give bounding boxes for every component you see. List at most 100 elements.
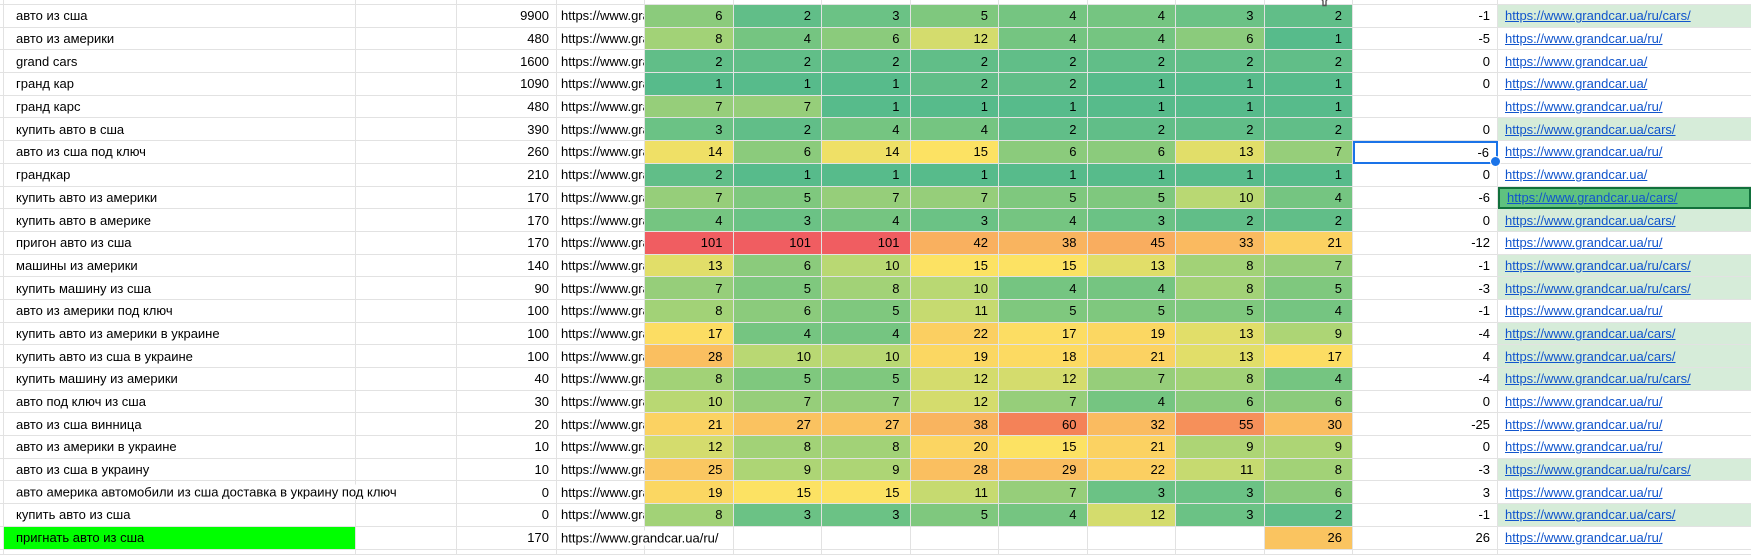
empty-cell[interactable] [356,95,457,119]
position-cell[interactable]: 7 [822,390,911,414]
volume-cell[interactable]: 480 [457,27,557,51]
url-cell[interactable]: https://www.grandcar.ua/ [1498,50,1751,74]
position-cell[interactable]: 3 [733,209,822,232]
position-cell[interactable]: 13 [1087,254,1176,278]
position-cell[interactable]: 2 [733,5,822,28]
position-cell[interactable]: 28 [910,458,999,482]
position-cell[interactable]: 7 [999,390,1088,414]
position-cell[interactable]: 15 [910,254,999,278]
position-cell[interactable]: 15 [733,481,822,505]
position-cell[interactable]: 55 [1176,413,1265,437]
empty-cell[interactable] [356,209,457,232]
delta-cell[interactable]: -4 [1353,368,1498,391]
position-cell[interactable]: 1 [999,163,1088,187]
position-cell[interactable]: 5 [822,299,911,323]
position-cell[interactable]: 7 [733,95,822,119]
keyword-cell[interactable]: пригнать авто из сша [4,526,356,550]
position-cell[interactable] [1176,0,1265,5]
source-url-cell[interactable]: https://www.grandcar.ua/ru/ [557,526,725,550]
url-cell[interactable]: https://www.grandcar.ua/ru/cars/ [1498,277,1751,300]
keyword-cell[interactable]: купить авто из америки в украине [4,322,356,346]
position-cell[interactable]: 26 [1264,526,1353,550]
position-cell[interactable]: 6 [1176,390,1265,414]
url-cell[interactable]: https://www.grandcar.ua/ [1498,73,1751,96]
result-url-link[interactable]: https://www.grandcar.ua/ru/cars/ [1505,257,1691,273]
source-url-cell[interactable]: https://www.gra [557,209,645,232]
url-cell[interactable] [1498,0,1751,5]
keyword-cell[interactable]: купить авто из сша [4,504,356,527]
empty-cell[interactable] [356,458,457,482]
position-cell[interactable]: 5 [999,186,1088,210]
position-cell[interactable]: 2 [733,118,822,142]
position-cell[interactable]: 10 [645,390,734,414]
position-cell[interactable]: 1 [733,163,822,187]
position-cell[interactable] [733,0,822,5]
source-url-cell[interactable]: https://www.gra [557,141,645,164]
position-cell[interactable]: 1 [1176,95,1265,119]
source-url-cell[interactable]: https://www.gra [557,368,645,391]
position-cell[interactable]: 2 [822,50,911,74]
url-cell[interactable]: https://www.grandcar.ua/ru/ [1498,141,1751,164]
selection-fill-handle[interactable] [1490,155,1501,167]
position-cell[interactable]: 4 [822,209,911,232]
position-cell[interactable]: 3 [822,5,911,28]
position-cell[interactable]: 9 [1264,322,1353,346]
url-cell[interactable] [1498,549,1751,555]
volume-cell[interactable]: 20 [457,413,557,437]
keyword-cell[interactable]: grand cars [4,50,356,74]
position-cell[interactable]: 4 [822,322,911,346]
empty-cell[interactable] [356,141,457,164]
volume-cell[interactable]: 170 [457,231,557,255]
empty-cell[interactable] [356,231,457,255]
position-cell[interactable]: 1 [1087,73,1176,96]
filter-icon[interactable] [1317,0,1332,11]
source-url-cell[interactable]: https://www.gra [557,390,645,414]
position-cell[interactable]: 7 [999,481,1088,505]
position-cell[interactable]: 4 [1264,299,1353,323]
position-cell[interactable]: 10 [822,345,911,368]
delta-cell[interactable] [1353,549,1498,555]
position-cell[interactable]: 19 [1087,322,1176,346]
result-url-link[interactable]: https://www.grandcar.ua/ru/ [1505,99,1663,115]
position-cell[interactable]: 6 [733,299,822,323]
position-cell[interactable]: 19 [645,481,734,505]
position-cell[interactable]: 1 [1176,163,1265,187]
volume-cell[interactable]: 40 [457,368,557,391]
volume-cell[interactable] [457,549,557,555]
position-cell[interactable]: 17 [645,322,734,346]
empty-cell[interactable] [356,254,457,278]
keyword-cell[interactable]: купить авто из америки [4,186,356,210]
position-cell[interactable]: 30 [1264,413,1353,437]
position-cell[interactable]: 101 [733,231,822,255]
position-cell[interactable]: 17 [999,322,1088,346]
delta-cell[interactable]: 0 [1353,50,1498,74]
position-cell[interactable]: 6 [999,141,1088,164]
position-cell[interactable]: 38 [999,231,1088,255]
position-cell[interactable]: 6 [1264,481,1353,505]
result-url-link[interactable]: https://www.grandcar.ua/ru/cars/ [1505,280,1691,296]
position-cell[interactable]: 7 [645,186,734,210]
keyword-cell[interactable]: машины из америки [4,254,356,278]
result-url-link[interactable]: https://www.grandcar.ua/ru/cars/ [1505,371,1691,387]
position-cell[interactable]: 12 [1087,504,1176,527]
volume-cell[interactable]: 90 [457,277,557,300]
position-cell[interactable]: 33 [1176,231,1265,255]
position-cell[interactable]: 13 [1176,141,1265,164]
source-url-cell[interactable]: https://www.gra [557,299,645,323]
position-cell[interactable]: 5 [822,368,911,391]
position-cell[interactable] [1264,549,1353,555]
position-cell[interactable]: 2 [1176,50,1265,74]
position-cell[interactable]: 11 [910,481,999,505]
position-cell[interactable] [822,0,911,5]
keyword-cell[interactable]: купить машину из америки [4,368,356,391]
result-url-link[interactable]: https://www.grandcar.ua/ru/ [1505,394,1663,410]
position-cell[interactable]: 2 [1264,5,1353,28]
delta-cell[interactable]: 0 [1353,390,1498,414]
position-cell[interactable]: 21 [1264,231,1353,255]
position-cell[interactable]: 1 [1264,27,1353,51]
volume-cell[interactable]: 0 [457,504,557,527]
source-url-cell[interactable]: https://www.gra [557,345,645,368]
position-cell[interactable]: 7 [1087,368,1176,391]
empty-cell[interactable] [356,73,457,96]
delta-cell[interactable]: -5 [1353,27,1498,51]
